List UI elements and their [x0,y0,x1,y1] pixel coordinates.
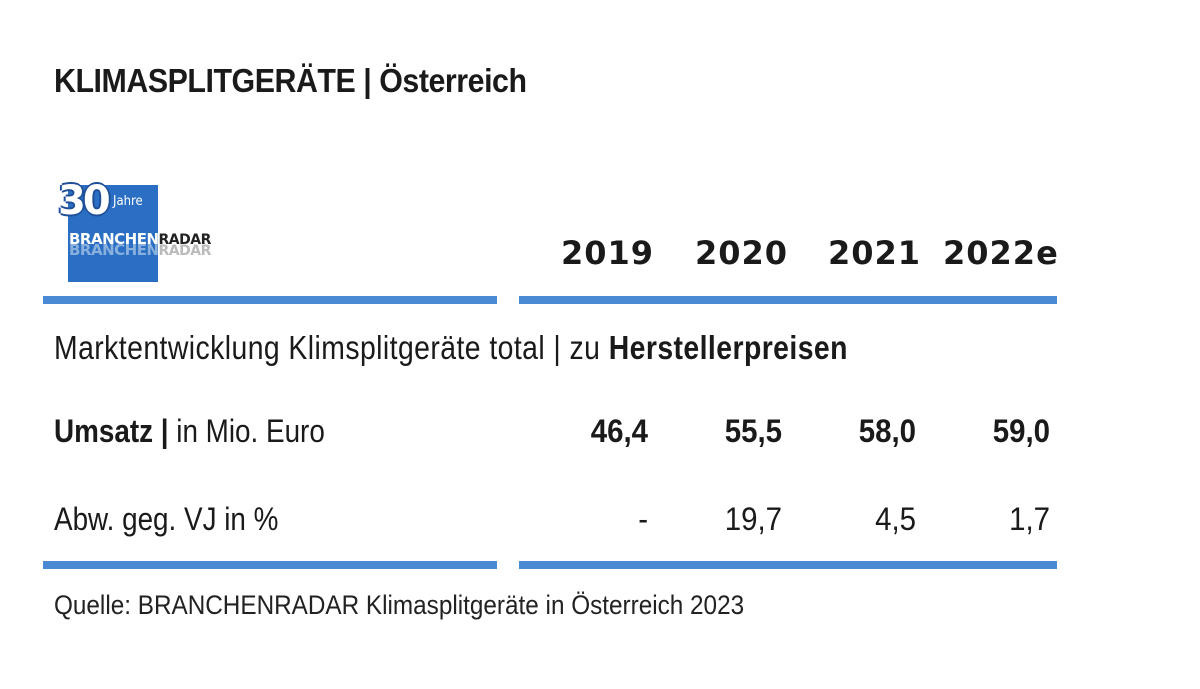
page-title: KLIMASPLITGERÄTE | Österreich [54,62,527,99]
cell-abw-2022e: 1,7 [1009,501,1050,537]
cell-abw-2021: 4,5 [875,501,916,537]
cell-abw-2020: 19,7 [724,501,782,537]
cell-umsatz-2020: 55,5 [724,413,782,449]
logo-word-part1: BRANCHEN [69,230,159,248]
header-rule-right [519,296,1057,304]
logo-jahre: Jahre [113,194,143,209]
cell-umsatz-2019: 46,4 [590,413,648,449]
logo-number: 30 [58,178,111,224]
column-header-2019: 2019 [561,234,655,272]
logo-wordmark-reflection: BRANCHENRADAR [69,241,211,259]
logo-wordmark: BRANCHENRADAR [69,230,211,248]
table-subtitle: Marktentwicklung Klimsplitgeräte total |… [54,329,848,366]
row-label-umsatz: Umsatz | in Mio. Euro [54,413,325,449]
row-label-abweichung: Abw. geg. VJ in % [54,501,279,537]
logo-word-part2: RADAR [158,232,212,248]
cell-abw-2019: - [638,501,648,537]
column-header-2020: 2020 [695,234,789,272]
footer-rule-right [519,561,1057,569]
branchenradar-logo: 30 Jahre BRANCHENRADAR BRANCHENRADAR [58,178,228,284]
source-note: Quelle: BRANCHENRADAR Klimasplitgeräte i… [54,590,745,620]
column-header-2022e: 2022e [943,234,1059,272]
cell-umsatz-2021: 58,0 [858,413,916,449]
logo-box [68,185,158,282]
header-rule-left [43,296,497,304]
footer-rule-left [43,561,497,569]
column-header-2021: 2021 [828,234,922,272]
cell-umsatz-2022e: 59,0 [992,413,1050,449]
